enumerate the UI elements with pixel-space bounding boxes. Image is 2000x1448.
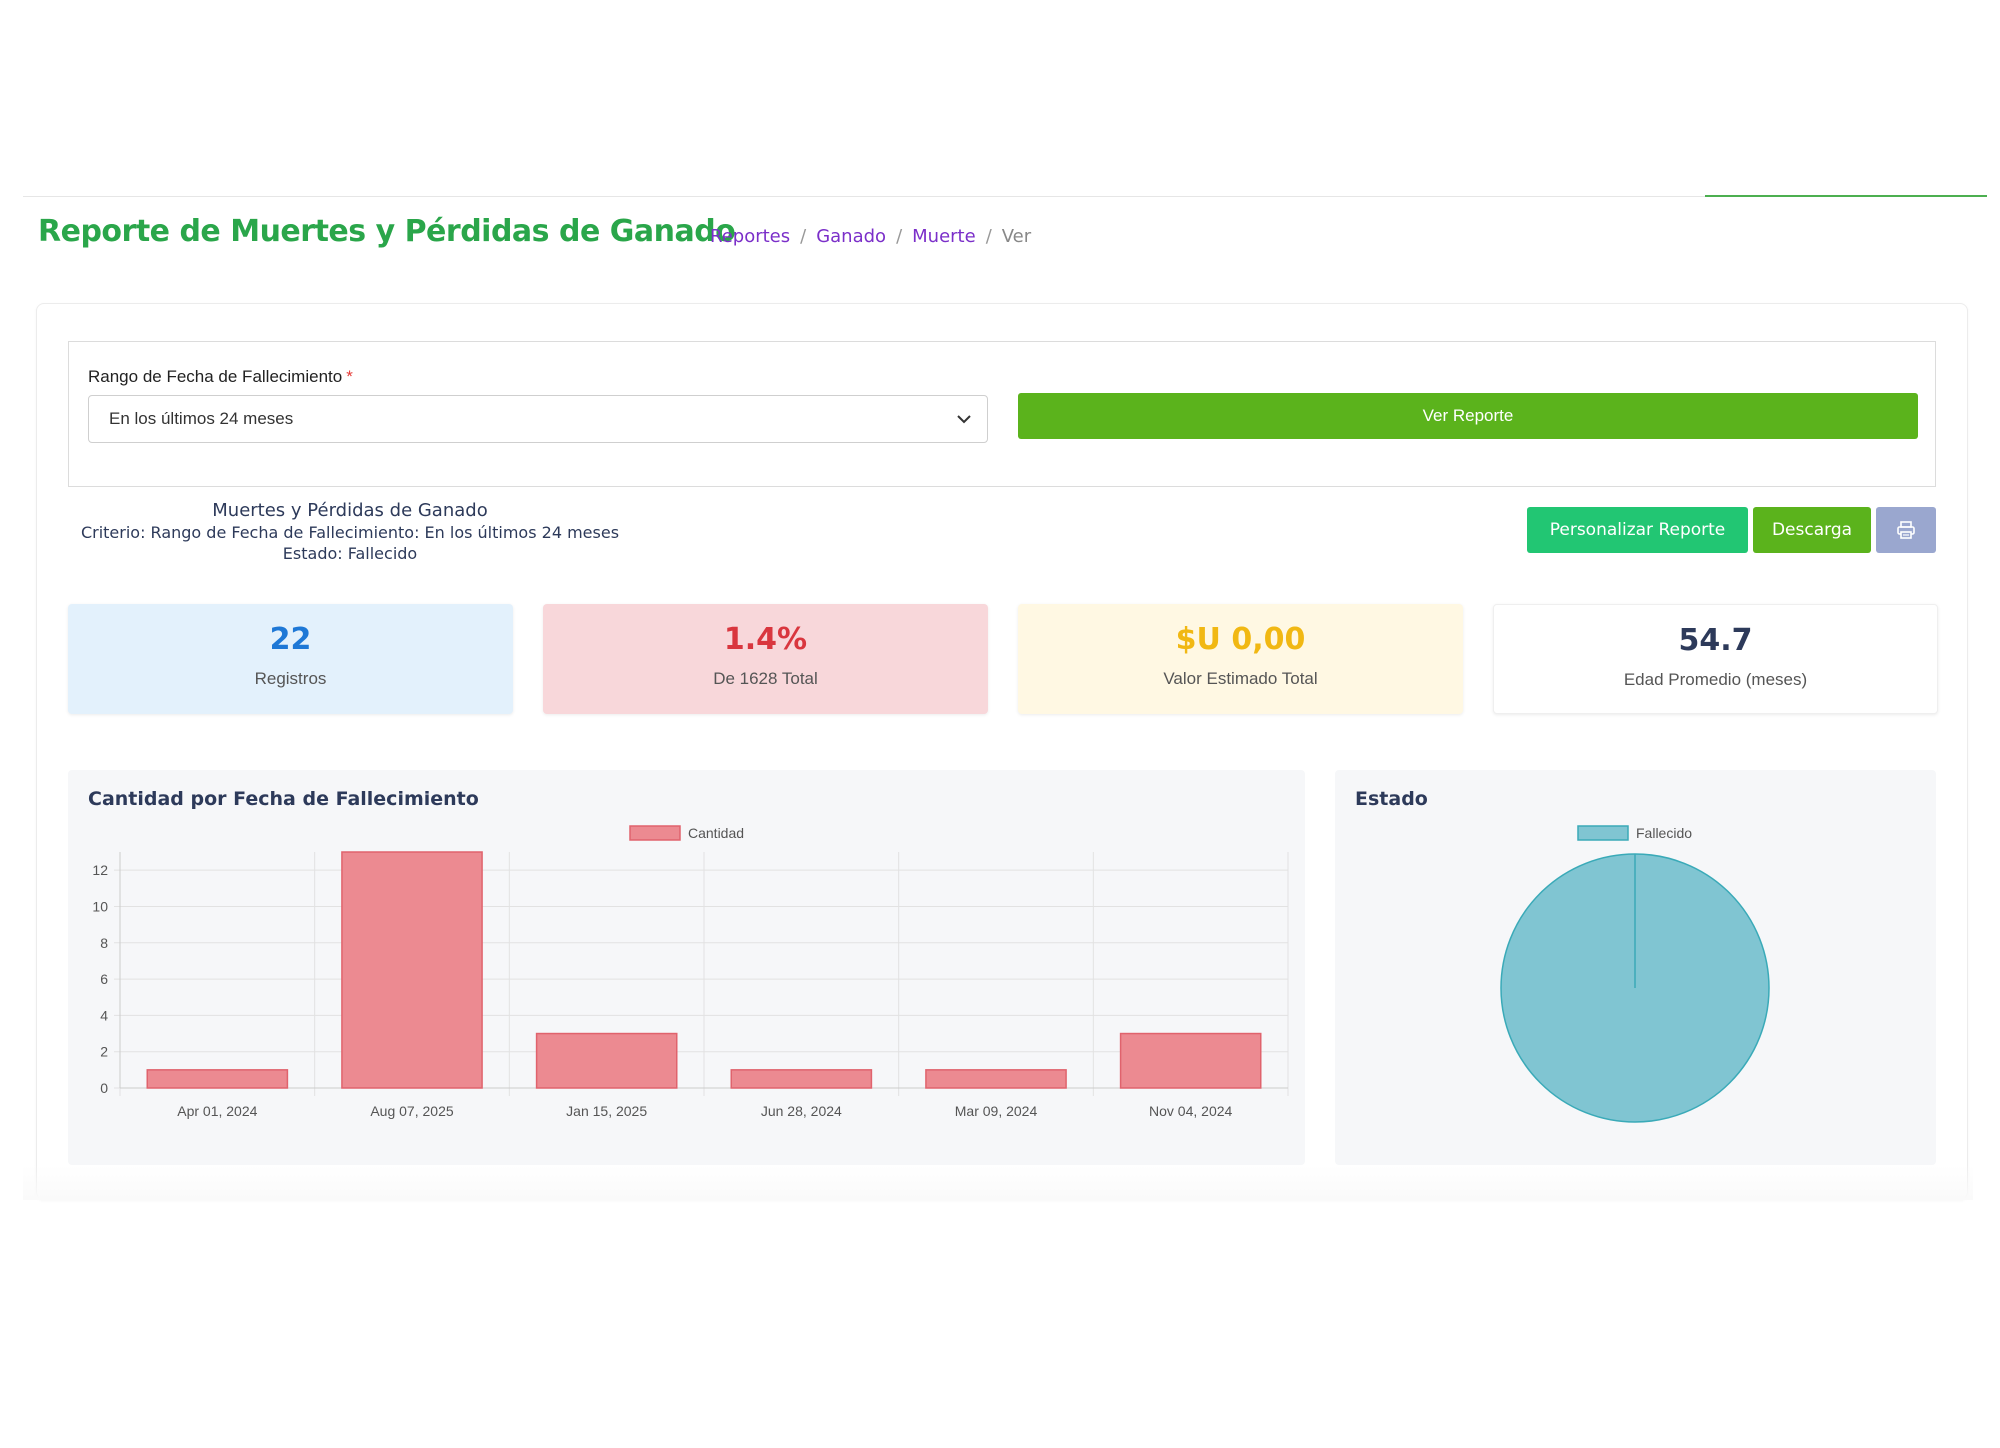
bar [925, 1069, 1067, 1089]
bar [730, 1069, 873, 1089]
report-criteria: Criterio: Rango de Fecha de Fallecimient… [80, 523, 620, 542]
stat-card-percentage: 1.4% De 1628 Total [543, 604, 988, 714]
breadcrumb-separator: / [985, 226, 992, 247]
legend-label: Cantidad [688, 825, 744, 841]
stat-label: Edad Promedio (meses) [1623, 670, 1808, 689]
bar-chart: Cantidad 0 2 4 6 8 10 12 Apr 01, 2024 Aug 07, 202… [92, 825, 1289, 1119]
stat-card-edad: 54.7 Edad Promedio (meses) [1493, 604, 1938, 714]
x-tick-label: Jun 28, 2024 [761, 1103, 842, 1119]
chevron-down-icon [957, 415, 971, 424]
y-tick-label: 10 [92, 898, 108, 914]
report-state: Estado: Fallecido [282, 544, 418, 563]
top-divider-accent [1705, 195, 1987, 197]
x-tick-label: Aug 07, 2025 [370, 1103, 454, 1119]
page-title: Reporte de Muertes y Pérdidas de Ganado [38, 214, 736, 249]
x-tick-label: Mar 09, 2024 [955, 1103, 1038, 1119]
bar-chart-panel: Cantidad por Fecha de Fallecimiento Cant… [68, 770, 1305, 1165]
download-button[interactable]: Descarga [1753, 507, 1871, 553]
y-tick-label: 2 [100, 1044, 108, 1060]
stat-label: De 1628 Total [713, 669, 818, 688]
breadcrumb-separator: / [800, 226, 807, 247]
report-name: Muertes y Pérdidas de Ganado [212, 500, 488, 521]
print-button[interactable] [1876, 507, 1936, 553]
x-tick-label: Apr 01, 2024 [177, 1103, 257, 1119]
pie-chart-panel: Estado Fallecido [1335, 770, 1936, 1165]
y-tick-label: 8 [100, 935, 108, 951]
bar [535, 1032, 678, 1089]
legend-label: Fallecido [1636, 825, 1692, 841]
breadcrumb-current: Ver [1001, 226, 1032, 247]
x-tick-label: Jan 15, 2025 [566, 1103, 647, 1119]
stat-label: Registros [254, 669, 327, 688]
y-tick-label: 6 [100, 971, 108, 987]
breadcrumb-ganado[interactable]: Ganado [816, 226, 887, 247]
x-tick-label: Nov 04, 2024 [1149, 1103, 1232, 1119]
stat-value: $U 0,00 [1175, 622, 1306, 657]
stat-value: 54.7 [1678, 623, 1753, 658]
y-tick-label: 4 [100, 1007, 108, 1023]
date-range-label: Rango de Fecha de Fallecimiento * [88, 367, 353, 387]
bar-chart-title: Cantidad por Fecha de Fallecimiento [88, 788, 479, 810]
breadcrumb-separator: / [896, 226, 903, 247]
bar [146, 1069, 289, 1089]
printer-icon [1897, 521, 1915, 539]
date-range-selected-value: En los últimos 24 meses [109, 409, 294, 428]
breadcrumb: Reportes / Ganado / Muerte / Ver [710, 226, 1031, 247]
stat-value: 1.4% [723, 622, 808, 657]
pie-chart-title: Estado [1355, 788, 1428, 810]
bottom-fade [23, 1165, 1973, 1200]
bar [341, 851, 483, 1089]
top-divider [23, 196, 1985, 197]
pie-chart: Fallecido [1500, 825, 1770, 1123]
breadcrumb-muerte[interactable]: Muerte [912, 226, 976, 247]
y-tick-label: 0 [100, 1080, 108, 1096]
stat-value: 22 [269, 622, 312, 657]
bar [1119, 1032, 1262, 1089]
legend-swatch [629, 825, 681, 841]
customize-report-button[interactable]: Personalizar Reporte [1527, 507, 1748, 553]
date-range-select[interactable]: En los últimos 24 meses [88, 395, 988, 443]
stat-card-registros: 22 Registros [68, 604, 513, 714]
stat-card-valor: $U 0,00 Valor Estimado Total [1018, 604, 1463, 714]
view-report-button[interactable]: Ver Reporte [1018, 393, 1918, 439]
legend-swatch [1577, 825, 1629, 841]
date-range-label-text: Rango de Fecha de Fallecimiento [88, 367, 343, 386]
breadcrumb-reportes[interactable]: Reportes [710, 226, 791, 247]
required-mark: * [346, 367, 353, 386]
report-info: Muertes y Pérdidas de Ganado Criterio: R… [68, 500, 632, 564]
stat-label: Valor Estimado Total [1163, 669, 1318, 688]
y-tick-label: 12 [92, 862, 108, 878]
